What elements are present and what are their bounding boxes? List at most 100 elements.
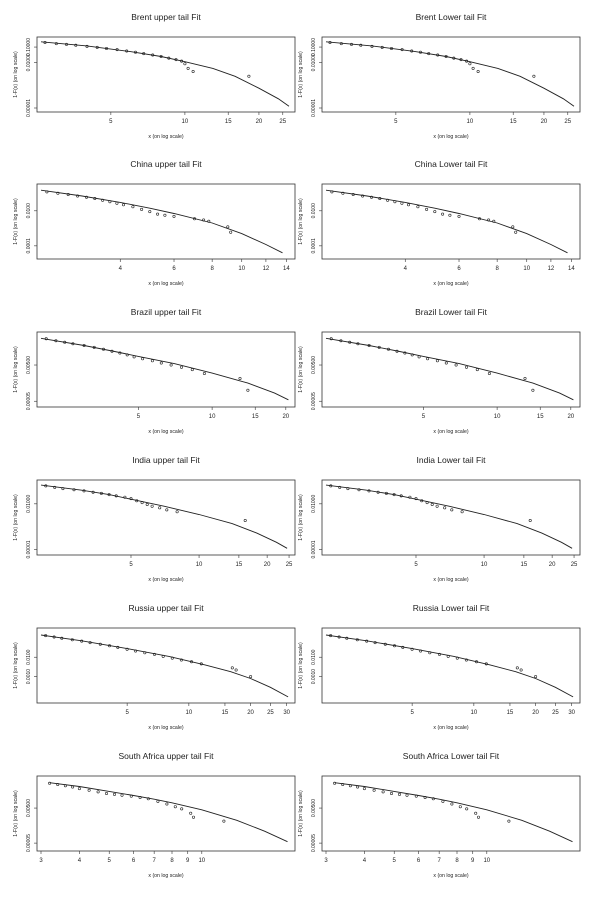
data-point xyxy=(118,351,122,355)
data-point xyxy=(425,207,429,211)
data-point xyxy=(418,50,422,54)
y-tick-label: 0.00001 xyxy=(26,99,32,117)
y-tick-label: 0.00001 xyxy=(311,99,317,117)
data-point xyxy=(44,484,48,488)
chart-title: China upper tail Fit xyxy=(130,159,202,169)
chart-title: South Africa Lower tail Fit xyxy=(403,751,500,761)
data-point xyxy=(401,645,405,649)
data-point xyxy=(108,644,112,648)
chart-panel-6: Brazil Lower tail Fit 1-F(x) (on log scal… xyxy=(298,307,581,435)
x-axis-label: x (on log scale) xyxy=(148,429,183,435)
data-point xyxy=(444,361,448,365)
data-point xyxy=(172,214,176,218)
data-point xyxy=(532,74,536,78)
data-point xyxy=(519,668,523,672)
data-point xyxy=(230,666,234,670)
x-tick-label: 15 xyxy=(507,710,514,716)
data-point xyxy=(333,781,337,785)
fitted-curve xyxy=(40,337,289,401)
data-point xyxy=(365,639,369,643)
data-point xyxy=(56,191,60,195)
data-point xyxy=(397,792,401,796)
data-point xyxy=(474,660,478,664)
data-point xyxy=(163,213,167,217)
data-point xyxy=(243,518,247,522)
x-tick-label: 25 xyxy=(279,119,286,125)
x-axis-label: x (on log scale) xyxy=(148,577,183,583)
data-point xyxy=(474,811,478,815)
data-point xyxy=(82,343,86,347)
data-point xyxy=(378,197,382,201)
data-point xyxy=(48,781,52,785)
data-point xyxy=(143,651,147,655)
y-tick-label: 0.0001 xyxy=(311,238,317,254)
data-point xyxy=(523,376,527,380)
data-point xyxy=(357,488,361,492)
x-tick-label: 15 xyxy=(537,414,544,420)
chart-title: Brazil upper tail Fit xyxy=(131,307,202,317)
data-point xyxy=(115,201,119,205)
data-point xyxy=(183,62,187,66)
x-tick-label: 10 xyxy=(483,858,490,864)
y-axis-label: 1-F(x) (on log scale) xyxy=(298,198,304,245)
y-axis-label: 1-F(x) (on log scale) xyxy=(13,198,19,245)
data-point xyxy=(460,510,464,514)
x-axis-label: x (on log scale) xyxy=(433,577,468,583)
data-point xyxy=(444,54,448,58)
x-tick-label: 10 xyxy=(471,710,478,716)
data-point xyxy=(468,62,472,66)
data-point xyxy=(414,794,418,798)
data-point xyxy=(487,218,491,222)
data-point xyxy=(158,506,162,510)
y-tick-label: 0.0010 xyxy=(311,669,317,685)
x-tick-label: 15 xyxy=(222,710,229,716)
data-point xyxy=(246,388,250,392)
data-point xyxy=(87,788,91,792)
data-point xyxy=(423,795,427,799)
data-point xyxy=(98,642,102,646)
data-point xyxy=(383,642,387,646)
data-point xyxy=(63,784,67,788)
y-axis-label: 1-F(x) (on log scale) xyxy=(298,642,304,689)
data-point xyxy=(515,666,519,670)
data-point xyxy=(180,807,184,811)
data-point xyxy=(338,485,342,489)
plot-frame xyxy=(36,331,296,408)
data-point xyxy=(454,363,458,367)
data-point xyxy=(380,45,384,49)
data-point xyxy=(376,490,380,494)
data-point xyxy=(339,42,343,46)
x-axis-label: x (on log scale) xyxy=(433,725,468,731)
y-axis-label: 1-F(x) (on log scale) xyxy=(13,346,19,393)
data-point xyxy=(72,488,76,492)
chart-panel-2: Brent Lower tail Fit 1-F(x) (on log scale… xyxy=(298,12,581,140)
x-tick-label: 25 xyxy=(571,562,578,568)
data-point xyxy=(410,353,414,357)
data-point xyxy=(419,649,423,653)
x-tick-label: 5 xyxy=(129,562,133,568)
plot-frame xyxy=(321,479,581,556)
data-point xyxy=(341,191,345,195)
data-point xyxy=(120,793,124,797)
data-point xyxy=(99,491,103,495)
chart-panel-4: China Lower tail Fit 1-F(x) (on log scale… xyxy=(298,159,581,287)
x-tick-label: 8 xyxy=(210,266,214,272)
x-tick-label: 10 xyxy=(481,562,488,568)
data-point xyxy=(145,502,149,506)
data-point xyxy=(140,207,144,211)
data-point xyxy=(370,44,374,48)
data-point xyxy=(63,340,67,344)
data-point xyxy=(426,357,430,361)
data-point xyxy=(167,56,171,60)
y-tick-label: 0.00005 xyxy=(311,392,317,410)
data-point xyxy=(361,194,365,198)
x-tick-label: 20 xyxy=(282,414,289,420)
data-point xyxy=(416,205,420,209)
data-point xyxy=(140,501,144,505)
data-point xyxy=(455,656,459,660)
data-point xyxy=(448,213,452,217)
y-tick-label: 0.10000 xyxy=(311,38,317,56)
y-axis-label: 1-F(x) (on log scale) xyxy=(298,494,304,541)
data-point xyxy=(465,807,469,811)
